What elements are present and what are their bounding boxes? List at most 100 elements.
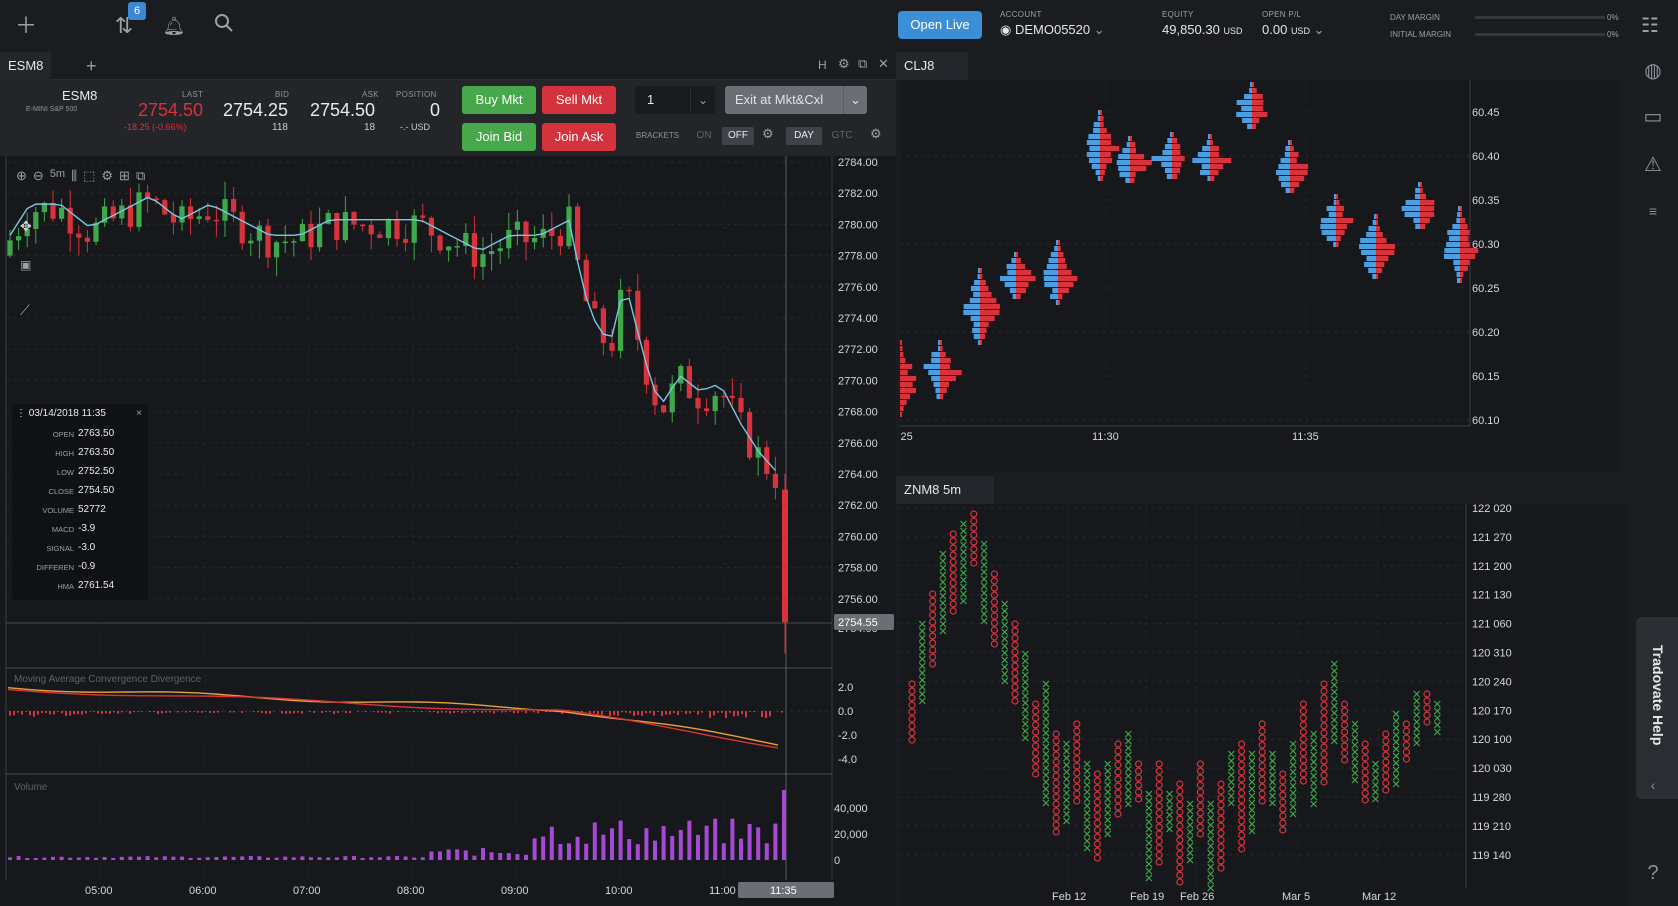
- brackets-label: BRACKETS: [636, 131, 680, 140]
- select-icon[interactable]: ⬚: [83, 168, 96, 183]
- search-icon[interactable]: [210, 12, 238, 40]
- gear-icon[interactable]: ⚙: [101, 168, 114, 183]
- pf-x-mark: [1042, 757, 1050, 765]
- zoom-in-icon[interactable]: ⊕: [16, 168, 27, 183]
- indicator-icon[interactable]: ⊞: [119, 168, 130, 183]
- pf-o-mark: [1196, 816, 1204, 824]
- ohlc-key: SIGNAL: [46, 544, 74, 553]
- y-tick-label: 2782.00: [838, 188, 878, 200]
- popout-icon[interactable]: ⧉: [858, 56, 868, 71]
- pf-o-mark: [1299, 700, 1307, 708]
- x-tick-label: Mar 5: [1282, 891, 1310, 903]
- copy-icon[interactable]: ⧉: [135, 168, 146, 183]
- layers-icon[interactable]: ▣: [20, 258, 32, 272]
- pf-x-mark: [1413, 732, 1421, 740]
- h-control[interactable]: H: [818, 58, 827, 72]
- candle-body: [557, 235, 563, 247]
- exit-at-mkt-button[interactable]: Exit at Mkt&Cxl ⌄: [725, 86, 867, 114]
- esm8-chart[interactable]: 2784.00 2782.00 2780.00 2778.00 2776.00 2774.…: [0, 156, 896, 906]
- pf-x-mark: [1207, 870, 1215, 878]
- zoom-out-icon[interactable]: ⊖: [32, 168, 44, 183]
- gear-icon[interactable]: ⚙: [838, 56, 850, 71]
- candle-body: [471, 233, 477, 267]
- ohlc-value: -0.9: [78, 561, 96, 572]
- pf-o-mark: [1258, 734, 1266, 742]
- settings-sliders-icon[interactable]: ☷: [1641, 15, 1659, 37]
- pf-x-mark: [1289, 789, 1297, 797]
- gear-icon[interactable]: ⚙: [870, 126, 882, 141]
- interval-selector[interactable]: 5m: [49, 168, 66, 180]
- globe-icon[interactable]: ◍: [1644, 60, 1662, 82]
- pf-x-mark: [1021, 720, 1029, 728]
- chevron-down-icon[interactable]: ⌄: [843, 86, 867, 114]
- open-live-button[interactable]: Open Live: [898, 11, 982, 39]
- pf-x-mark: [1166, 804, 1173, 812]
- clj8-chart[interactable]: 60.45 60.40 60.35 60.30 60.25 60.20 60.15 60.10…: [900, 80, 1620, 472]
- chevron-down-icon[interactable]: ⌄: [690, 86, 715, 114]
- close-icon[interactable]: ×: [136, 408, 142, 419]
- profile-bid-bar: [1086, 152, 1100, 157]
- brackets-off-toggle[interactable]: OFF: [722, 127, 754, 145]
- pf-o-mark: [1176, 871, 1184, 879]
- candle-body: [239, 211, 245, 244]
- znm8-chart[interactable]: 122 020 121 270 121 200 121 130 121 060 120 3…: [900, 504, 1628, 906]
- buy-mkt-button[interactable]: Buy Mkt: [462, 86, 536, 114]
- pf-o-mark: [1382, 765, 1390, 773]
- candle-body: [84, 237, 90, 242]
- pf-x-mark: [1392, 710, 1400, 718]
- pf-o-mark: [1258, 720, 1266, 728]
- chevron-left-icon[interactable]: ‹: [1650, 777, 1656, 793]
- pf-o-mark: [1052, 807, 1060, 815]
- volume-bar: [653, 840, 657, 860]
- pf-x-mark: [1063, 754, 1070, 762]
- draw-line-icon[interactable]: ⟋: [20, 302, 30, 318]
- gear-icon[interactable]: ⚙: [762, 126, 774, 141]
- profile-ask-bar: [1460, 218, 1466, 223]
- add-icon[interactable]: ＋: [14, 13, 37, 38]
- tif-gtc-toggle[interactable]: GTC: [831, 130, 853, 141]
- help-tab[interactable]: [1636, 617, 1678, 799]
- volume-bar: [446, 849, 451, 860]
- profile-ask-bar: [1100, 158, 1113, 163]
- pf-o-mark: [949, 565, 957, 573]
- chat-icon[interactable]: ▭: [1643, 106, 1663, 128]
- pf-x-mark: [1083, 837, 1091, 845]
- bell-icon[interactable]: 🔔︎: [162, 16, 186, 36]
- tif-day-toggle[interactable]: DAY: [786, 127, 822, 145]
- pf-x-mark: [1330, 737, 1338, 745]
- account-selector[interactable]: ACCOUNT ◉ DEMO05520 ⌄: [1000, 10, 1105, 38]
- add-tab-button[interactable]: +: [86, 56, 97, 76]
- pf-o-mark: [1238, 810, 1246, 818]
- pf-o-mark: [928, 597, 937, 605]
- list-icon[interactable]: ≡: [1648, 203, 1658, 219]
- x-tick-label: Mar 12: [1362, 891, 1396, 903]
- pf-o-mark: [1196, 809, 1204, 817]
- volume-bar: [8, 857, 12, 860]
- pf-o-mark: [1176, 822, 1184, 830]
- pf-o-mark: [928, 653, 937, 661]
- x-tick-label: Feb 19: [1130, 891, 1164, 903]
- quantity-input[interactable]: 1: [635, 86, 715, 114]
- profile-ask-bar: [1376, 238, 1387, 243]
- join-ask-button[interactable]: Join Ask: [542, 123, 616, 151]
- pf-o-mark: [1341, 742, 1349, 750]
- pf-o-mark: [908, 722, 916, 730]
- chart-type-icon[interactable]: ⫼: [71, 168, 78, 183]
- open-pl[interactable]: OPEN P/L 0.00 USD ⌄: [1262, 10, 1324, 38]
- join-bid-button[interactable]: Join Bid: [462, 123, 536, 151]
- pf-o-mark: [1011, 634, 1019, 642]
- sell-mkt-button[interactable]: Sell Mkt: [542, 86, 616, 114]
- close-icon[interactable]: ✕: [878, 56, 889, 71]
- drag-handle-icon[interactable]: ⋮: [16, 408, 29, 419]
- tab-esm8[interactable]: ESM8: [0, 52, 52, 80]
- pf-o-mark: [949, 537, 957, 545]
- pf-x-mark: [1392, 731, 1400, 739]
- pf-o-mark: [1032, 742, 1040, 750]
- help-icon[interactable]: ?: [1647, 862, 1659, 884]
- crosshair-icon[interactable]: ✥: [20, 218, 32, 234]
- warning-icon[interactable]: ⚠: [1644, 154, 1662, 176]
- profile-bid-bar: [1328, 212, 1336, 217]
- tab-clj8[interactable]: CLJ8: [896, 52, 968, 80]
- tab-znm8[interactable]: ZNM8 5m: [896, 476, 994, 504]
- brackets-on-toggle[interactable]: ON: [696, 130, 712, 141]
